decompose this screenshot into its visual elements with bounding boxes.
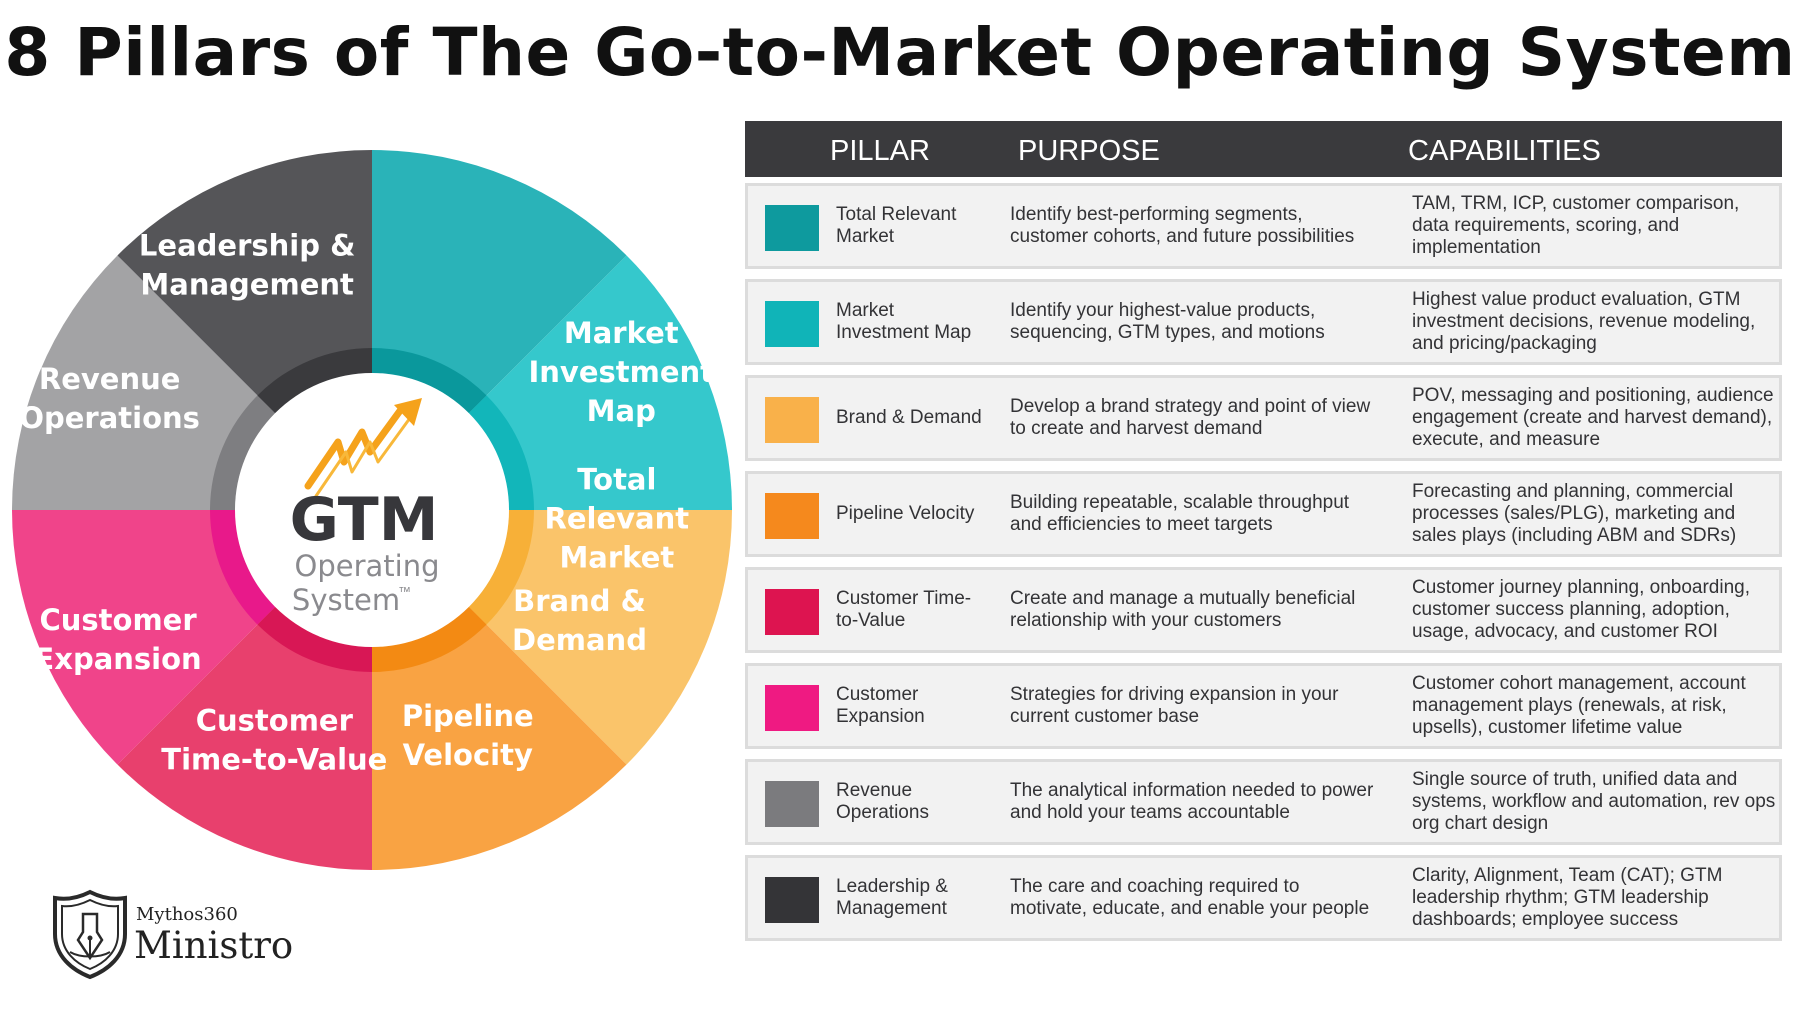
wheel-segment-labels: Total Relevant Market Market Investment Map Br… — [19, 228, 714, 776]
header-pillar: PILLAR — [830, 135, 930, 167]
pillar-purpose: Identify best-performing segments, custo… — [1010, 204, 1355, 247]
pillar-purpose: The analytical information needed to pow… — [1010, 780, 1374, 823]
center-system-text: System — [292, 583, 400, 617]
wheel-ring-arc — [468, 395, 534, 510]
pillar-name: Pipeline Velocity — [836, 503, 975, 524]
pillar-capabilities: Forecasting and planning, commercial pro… — [1412, 481, 1737, 546]
wheel-segment-label: Investment — [529, 355, 715, 389]
wheel-ring-arc — [468, 510, 534, 625]
wheel-ring-arc — [257, 606, 372, 672]
wheel-inner-ring — [210, 348, 534, 672]
trend-arrow-icon — [304, 398, 422, 498]
pillar-name: Revenue Operations — [836, 780, 929, 823]
gtm-pillar-wheel: Total Relevant Market Market Investment Map Br… — [11, 150, 732, 870]
logo-big-text: Ministro — [134, 924, 294, 967]
table-row: Leadership & Management The care and coac… — [745, 855, 1782, 941]
center-operating-text: Operating — [295, 549, 440, 583]
center-tm-mark: ™ — [398, 584, 411, 599]
pillar-color-swatch — [765, 301, 819, 347]
pillar-name: Brand & Demand — [836, 407, 982, 428]
wheel-segment-label: Total — [577, 463, 656, 497]
wheel-segment-label: Market — [559, 541, 674, 575]
pillar-color-swatch — [765, 781, 819, 827]
wheel-segment-label: Customer — [39, 603, 197, 637]
pillar-color-swatch — [765, 205, 819, 251]
wheel-segment-label: Time-to-Value — [161, 743, 387, 777]
wheel-segment-label: Brand & — [513, 584, 646, 618]
pillar-name: Customer Expansion — [836, 684, 925, 727]
table-row: Customer Time-to-Value Create and manage … — [745, 567, 1782, 653]
pillar-capabilities: Highest value product evaluation, GTM in… — [1412, 289, 1756, 354]
wheel-segment-label: Demand — [512, 623, 647, 657]
wheel-ring-arc — [210, 510, 276, 625]
pillar-capabilities: TAM, TRM, ICP, customer comparison, data… — [1412, 193, 1740, 258]
pillar-color-swatch — [765, 493, 819, 539]
pillar-purpose: Identify your highest-value products, se… — [1010, 300, 1325, 343]
pillar-name: Total Relevant Market — [836, 204, 957, 247]
pillar-color-swatch — [765, 685, 819, 731]
table-row: Market Investment Map Identify your highe… — [745, 279, 1782, 365]
pillar-color-swatch — [765, 397, 819, 443]
wheel-ring-arc — [372, 348, 487, 414]
wheel-segment-label: Revenue — [39, 362, 181, 396]
header-capabilities: CAPABILITIES — [1408, 135, 1601, 167]
wheel-ring-arc — [210, 395, 276, 510]
pillar-name: Customer Time-to-Value — [836, 588, 972, 631]
pillar-table: PILLAR PURPOSE CAPABILITIES Total Releva… — [745, 121, 1782, 941]
pillar-purpose: Building repeatable, scalable throughput… — [1010, 492, 1350, 535]
pillar-purpose: Create and manage a mutually beneficial … — [1010, 588, 1356, 631]
pillar-purpose: Develop a brand strategy and point of vi… — [1010, 396, 1371, 439]
pillar-color-swatch — [765, 589, 819, 635]
pillar-capabilities: Clarity, Alignment, Team (CAT); GTM lead… — [1412, 865, 1723, 930]
pillar-name: Market Investment Map — [836, 300, 972, 343]
wheel-segment-label: Expansion — [34, 642, 201, 676]
wheel-segment-label: Velocity — [403, 738, 533, 772]
wheel-segment-label: Map — [587, 394, 656, 428]
wheel-segment-label: Management — [140, 267, 354, 301]
wheel-segment-label: Leadership & — [139, 228, 355, 262]
center-gtm-text: GTM — [290, 485, 439, 555]
wheel-ring-arc — [372, 606, 487, 672]
pillar-capabilities: Single source of truth, unified data and… — [1412, 769, 1776, 834]
header-purpose: PURPOSE — [1018, 135, 1160, 167]
wheel-segment-label: Operations — [19, 401, 200, 435]
table-row: Pipeline Velocity Building repeatable, sc… — [745, 471, 1782, 557]
table-header: PILLAR PURPOSE CAPABILITIES — [745, 121, 1782, 177]
table-row: Total Relevant Market Identify best-perfo… — [745, 183, 1782, 269]
pillar-capabilities: Customer journey planning, onboarding, c… — [1412, 577, 1750, 642]
wheel-ring-arc — [257, 348, 372, 414]
logo-small-text: Mythos360 — [136, 904, 238, 925]
shield-pen-icon — [53, 889, 127, 980]
table-row: Customer Expansion Strategies for driving… — [745, 663, 1782, 749]
wheel-center-disc — [235, 373, 509, 647]
table-row: Revenue Operations The analytical informa… — [745, 759, 1782, 845]
pillar-purpose: Strategies for driving expansion in your… — [1010, 684, 1339, 727]
page-title: 8 Pillars of The Go-to-Market Operating … — [4, 14, 1796, 91]
pillar-color-swatch — [765, 877, 819, 923]
table-row: Brand & Demand Develop a brand strategy a… — [745, 375, 1782, 461]
brand-logo: Mythos360 Ministro — [50, 888, 350, 983]
pillar-purpose: The care and coaching required to motiva… — [1010, 876, 1370, 919]
pillar-name: Leadership & Management — [836, 876, 948, 919]
wheel-segment-label: Customer — [196, 704, 354, 738]
pillar-capabilities: Customer cohort management, account mana… — [1412, 673, 1746, 738]
pillar-capabilities: POV, messaging and positioning, audience… — [1412, 385, 1774, 450]
wheel-segment-label: Market — [564, 316, 679, 350]
wheel-segment-label: Relevant — [545, 502, 690, 536]
wheel-segment-label: Pipeline — [402, 699, 534, 733]
